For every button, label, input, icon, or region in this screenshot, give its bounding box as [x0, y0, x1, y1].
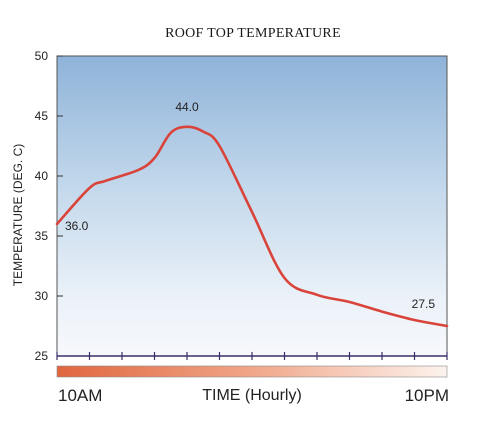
- y-axis-ticks: 25 30 35 40 45 50: [35, 49, 63, 363]
- data-label: 36.0: [65, 219, 89, 233]
- x-axis-label: TIME (Hourly): [202, 387, 302, 404]
- y-tick-label: 45: [35, 109, 49, 123]
- chart-title: ROOF TOP TEMPERATURE: [165, 26, 341, 41]
- y-tick-label: 30: [35, 289, 49, 303]
- y-tick-label: 50: [35, 49, 49, 63]
- plot-area: [56, 55, 448, 357]
- x-end-label: 10PM: [405, 386, 449, 405]
- y-tick-label: 25: [35, 349, 49, 363]
- y-tick-label: 35: [35, 229, 49, 243]
- y-tick-label: 40: [35, 169, 49, 183]
- time-gradient-bar: [56, 365, 448, 378]
- y-axis-label: TEMPERATURE (DEG. C): [11, 144, 25, 286]
- x-start-label: 10AM: [58, 386, 102, 405]
- data-label: 27.5: [412, 297, 436, 311]
- series-line-temperature: [55, 125, 449, 328]
- data-labels: 36.0 44.0 27.5: [65, 100, 435, 311]
- data-label: 44.0: [175, 100, 199, 114]
